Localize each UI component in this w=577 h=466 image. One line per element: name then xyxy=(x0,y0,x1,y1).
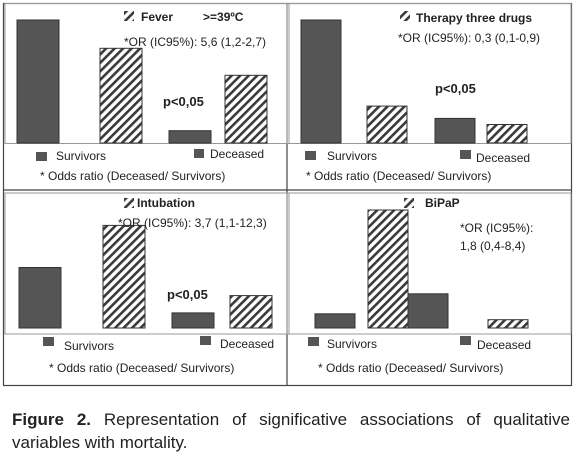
bar-survivors-solid xyxy=(16,19,60,144)
footnote: * Odds ratio (Deceased/ Survivors) xyxy=(49,361,234,375)
panel-fever: Fever >=39ºC *OR (IC95%): 5,6 (1,2-2,7) … xyxy=(4,3,290,183)
bar-survivors-hatched xyxy=(102,224,146,329)
plot-area xyxy=(4,192,290,335)
legend-deceased-label: Deceased xyxy=(476,151,530,165)
bar-deceased-hatched xyxy=(224,74,268,144)
legend-deceased-swatch xyxy=(200,336,211,345)
p-value-annotation: p<0,05 xyxy=(167,287,208,302)
panel-title: Fever xyxy=(141,10,173,24)
or-annotation-line2: 1,8 (0,4-8,4) xyxy=(460,239,525,253)
footnote: * Odds ratio (Deceased/ Survivors) xyxy=(306,169,491,183)
legend-survivors-swatch xyxy=(36,152,47,161)
legend-survivors-swatch xyxy=(43,337,54,346)
p-value-annotation: p<0,05 xyxy=(435,81,476,96)
bar-deceased-hatched xyxy=(486,124,528,144)
legend-survivors-label: Survivors xyxy=(56,149,106,163)
legend-survivors-label: Survivors xyxy=(64,339,114,353)
panel-therapy-three-drugs: Therapy three drugs *OR (IC95%): 0,3 (0,… xyxy=(286,3,572,183)
hatch-key-icon xyxy=(400,11,410,21)
caption-text: Representation of significative associat… xyxy=(12,410,570,452)
panel-intubation: Intubation *OR (IC95%): 3,7 (1,1-12,3) p… xyxy=(4,192,290,375)
p-value-annotation: p<0,05 xyxy=(163,94,204,109)
legend-survivors-swatch xyxy=(305,151,316,160)
figure-panels: Fever >=39ºC *OR (IC95%): 5,6 (1,2-2,7) … xyxy=(2,2,573,387)
bar-deceased-hatched xyxy=(487,319,529,329)
legend-deceased-label: Deceased xyxy=(477,338,531,352)
legend-deceased-label: Deceased xyxy=(220,337,274,351)
bar-survivors-solid xyxy=(300,19,342,144)
bar-deceased-solid xyxy=(407,293,449,329)
panel-subtitle: >=39ºC xyxy=(203,10,244,24)
legend-deceased-label: Deceased xyxy=(210,147,264,161)
plot-area xyxy=(4,3,290,144)
bar-survivors-hatched xyxy=(99,47,143,144)
or-annotation: *OR (IC95%): 5,6 (1,2-2,7) xyxy=(124,35,266,49)
bar-survivors-hatched xyxy=(367,209,409,329)
legend-deceased-swatch xyxy=(194,149,204,158)
hatch-key-icon xyxy=(404,198,414,208)
legend-survivors-swatch xyxy=(308,337,319,346)
bar-survivors-hatched xyxy=(366,105,408,144)
footnote: * Odds ratio (Deceased/ Survivors) xyxy=(40,169,225,183)
hatch-key-icon xyxy=(124,11,134,21)
plot-area xyxy=(286,3,572,144)
legend-survivors-label: Survivors xyxy=(327,337,377,351)
footnote: * Odds ratio (Deceased/ Survivors) xyxy=(318,361,503,375)
panel-bipap: BiPaP *OR (IC95%): 1,8 (0,4-8,4) Survivo… xyxy=(286,192,572,375)
or-annotation: *OR (IC95%): 3,7 (1,1-12,3) xyxy=(118,216,267,230)
plot-area xyxy=(286,192,572,335)
legend-survivors-label: Survivors xyxy=(327,149,377,163)
figure-caption: Figure 2. Representation of significativ… xyxy=(12,408,570,454)
bar-deceased-solid xyxy=(171,312,215,329)
bar-deceased-hatched xyxy=(229,295,273,329)
or-annotation: *OR (IC95%): 0,3 (0,1-0,9) xyxy=(398,31,540,45)
hatch-key-icon xyxy=(124,198,134,208)
panel-title: BiPaP xyxy=(425,196,460,210)
bar-survivors-solid xyxy=(18,267,62,329)
legend-deceased-swatch xyxy=(460,336,471,345)
legend-deceased-swatch xyxy=(460,150,471,159)
bar-deceased-solid xyxy=(434,117,476,144)
panel-title: Therapy three drugs xyxy=(416,11,532,25)
or-annotation-line1: *OR (IC95%): xyxy=(460,221,533,235)
panel-title: Intubation xyxy=(137,196,195,210)
caption-label: Figure 2. xyxy=(12,410,92,429)
bar-survivors-solid xyxy=(314,313,356,329)
bar-deceased-solid xyxy=(168,130,212,144)
